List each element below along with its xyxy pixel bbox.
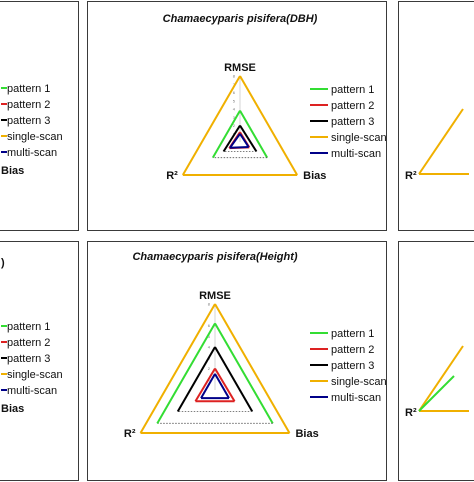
dbh-tick-label: 5	[233, 98, 236, 103]
height-title: Chamaecyparis pisifera(Height)	[132, 251, 297, 263]
dbh-axis-label-3: R²	[166, 170, 178, 182]
height-legend-label: pattern 1	[331, 328, 374, 340]
height-legend-label: pattern 3	[331, 360, 374, 372]
dbh-series-5-edge	[229, 133, 241, 149]
right-top-panel: R²	[398, 1, 474, 231]
dbh-legend-label: pattern 1	[331, 84, 374, 96]
left-bottom-legend-label: pattern 3	[7, 353, 50, 365]
left-top-legend-label: multi-scan	[7, 147, 57, 159]
dbh-tick-label: 4	[233, 107, 236, 112]
right-top-chart: R²	[405, 108, 469, 182]
height-axis-label-1: RMSE	[199, 290, 231, 302]
height-tick-label: 6	[208, 323, 211, 328]
left-top-legend-label: single-scan	[7, 131, 63, 143]
left-bottom-legend-label: pattern 2	[7, 337, 50, 349]
height-series-3-edge	[176, 346, 216, 412]
left-bottom-legend-label: single-scan	[7, 369, 63, 381]
dbh-series-5-edge	[229, 145, 249, 149]
dbh-legend-label: multi-scan	[331, 148, 381, 160]
height-tick-label: 5	[208, 334, 211, 339]
left-bottom-chart: ) pattern 1 pattern 2 pattern 3 single-scan m…	[1, 257, 63, 415]
height-legend-label: pattern 2	[331, 344, 374, 356]
left-bottom-panel: ) pattern 1 pattern 2 pattern 3 single-scan m…	[0, 241, 79, 481]
dbh-legend-label: pattern 2	[331, 100, 374, 112]
height-axis-label-2: Bias	[295, 428, 318, 440]
right-bottom-panel: R²	[398, 241, 474, 481]
dbh-series-3-edge	[222, 124, 241, 153]
dbh-tick-label: 2	[233, 123, 236, 128]
height-series-5-edge	[200, 373, 216, 399]
dbh-legend-label: pattern 3	[331, 116, 374, 128]
height-series-2-edge	[214, 367, 236, 402]
height-series-4-edge	[214, 303, 291, 434]
height-series-1-edge	[156, 322, 216, 424]
dbh-tick-label: 6	[233, 90, 236, 95]
height-series-3-edge	[214, 346, 254, 412]
left-top-chart: pattern 1 pattern 2 pattern 3 single-scan mu…	[1, 83, 63, 177]
dbh-series-5-edge	[239, 133, 250, 148]
height-legend-label: single-scan	[331, 376, 387, 388]
left-bottom-title-fragment: )	[1, 257, 5, 269]
dbh-tick-label: 8	[233, 74, 236, 79]
dbh-panel: Chamaecyparis pisifera(DBH)87654321RMSEB…	[87, 1, 387, 231]
height-panel: Chamaecyparis pisifera(Height)87654321RM…	[87, 241, 387, 481]
height-radar-chart: Chamaecyparis pisifera(Height)87654321RM…	[124, 251, 387, 440]
left-bottom-axis-label: Bias	[1, 403, 24, 415]
right-bottom-chart: R²	[405, 345, 469, 419]
height-legend-label: multi-scan	[331, 392, 381, 404]
height-series-4-edge	[139, 303, 216, 434]
dbh-series-3-edge	[239, 124, 258, 153]
height-series-1-edge	[214, 322, 274, 424]
height-tick-label: 2	[208, 366, 211, 371]
left-top-legend-label: pattern 3	[7, 115, 50, 127]
dbh-series-4-edge	[239, 75, 299, 176]
dbh-series-4-edge	[181, 75, 241, 176]
height-series-5-edge	[214, 373, 230, 399]
height-series-2-edge	[194, 367, 216, 402]
left-top-legend-label: pattern 2	[7, 99, 50, 111]
dbh-axis-label-1: RMSE	[224, 62, 256, 74]
dbh-tick-label: 3	[233, 115, 236, 120]
right-top-series-edge	[418, 108, 464, 175]
right-top-axis-label: R²	[405, 170, 417, 182]
right-bottom-axis-label: R²	[405, 407, 417, 419]
right-bottom-series-edge	[418, 345, 464, 412]
height-tick-label: 4	[208, 345, 211, 350]
left-top-legend-label: pattern 1	[7, 83, 50, 95]
right-bottom-series-edge	[418, 375, 455, 412]
dbh-radar-chart: Chamaecyparis pisifera(DBH)87654321RMSEB…	[163, 13, 387, 182]
dbh-series-1-edge	[239, 110, 269, 159]
left-bottom-legend-label: pattern 1	[7, 321, 50, 333]
dbh-title: Chamaecyparis pisifera(DBH)	[163, 13, 318, 25]
dbh-legend-label: single-scan	[331, 132, 387, 144]
left-top-panel: pattern 1 pattern 2 pattern 3 single-scan mu…	[0, 1, 79, 231]
left-top-axis-label: Bias	[1, 165, 24, 177]
dbh-series-1-edge	[211, 110, 241, 159]
height-tick-label: 8	[208, 302, 211, 307]
left-bottom-legend-label: multi-scan	[7, 385, 57, 397]
height-axis-label-3: R²	[124, 428, 136, 440]
dbh-axis-label-2: Bias	[303, 170, 326, 182]
